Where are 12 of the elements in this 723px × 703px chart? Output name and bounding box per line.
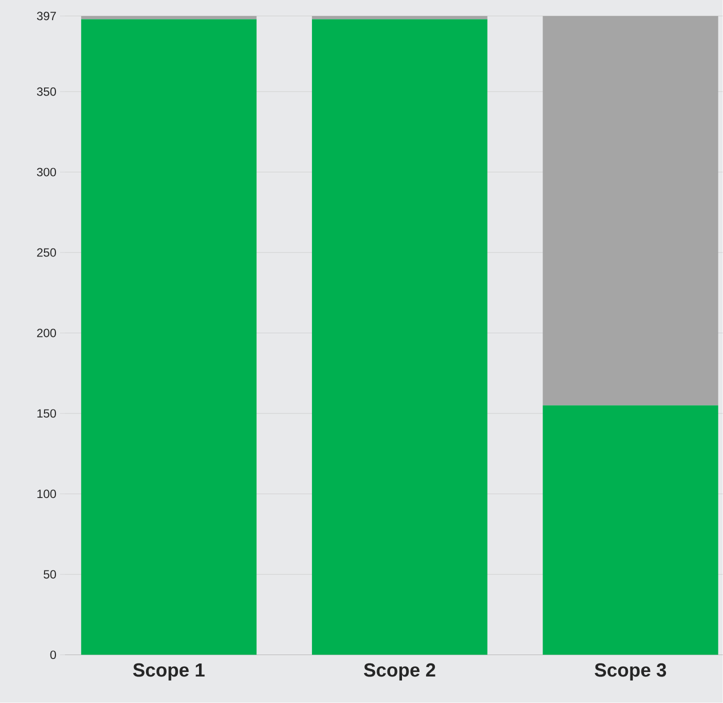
y-tick-label: 100 bbox=[37, 490, 56, 498]
y-tick-label: 300 bbox=[36, 168, 56, 176]
y-tick-label: 200 bbox=[37, 328, 56, 338]
y-tick-label: 0 bbox=[50, 650, 56, 660]
x-tick-label: Scope 1 bbox=[133, 663, 205, 681]
x-tick-label: Scope 3 bbox=[594, 663, 666, 681]
y-tick-label: 50 bbox=[44, 570, 56, 579]
y-tick-label: 350 bbox=[36, 87, 56, 96]
x-tick-label: Scope 2 bbox=[364, 663, 436, 681]
y-tick-label: 150 bbox=[37, 409, 56, 418]
y-tick-label: 397 bbox=[36, 12, 56, 20]
y-tick-label: 250 bbox=[37, 248, 56, 257]
